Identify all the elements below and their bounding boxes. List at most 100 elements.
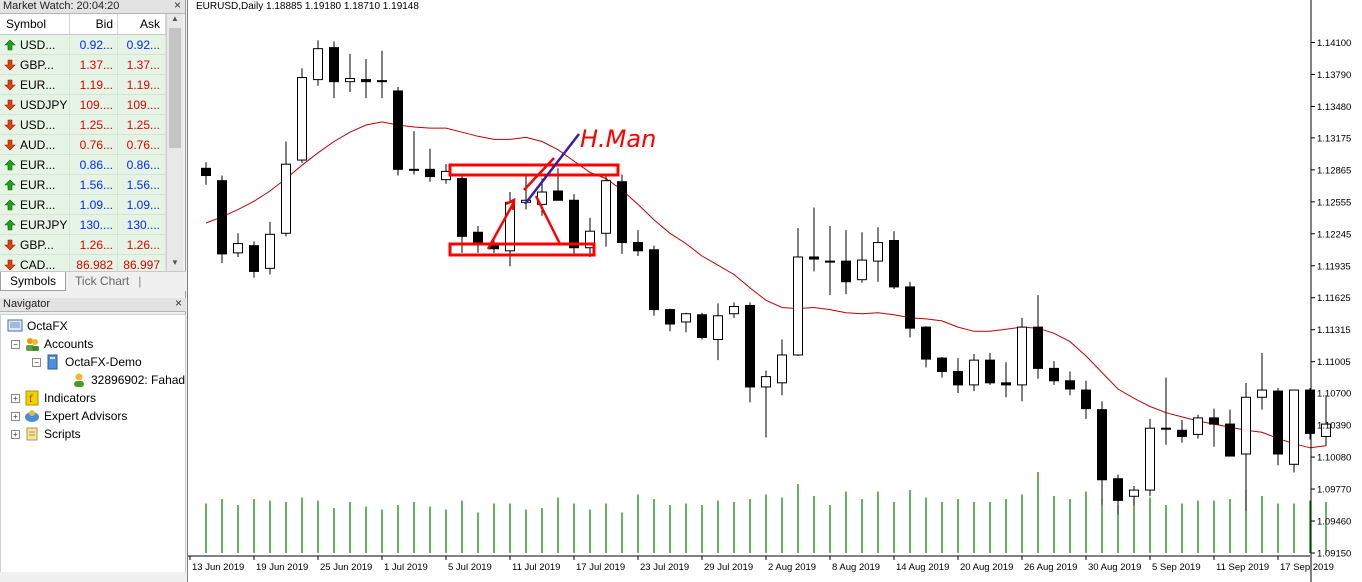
tree-item-account[interactable]: 32896902: Fahad	[71, 371, 185, 389]
candle	[745, 302, 755, 403]
collapse-icon[interactable]: −	[11, 339, 20, 349]
scroll-up-icon[interactable]: ▲	[171, 14, 179, 23]
market-watch-row[interactable]: GBP... 1.26... 1.26...	[0, 235, 166, 255]
arrow-up-icon	[4, 199, 16, 210]
market-watch-close-icon[interactable]: ×	[173, 0, 181, 12]
column-bid[interactable]: Bid	[70, 14, 118, 34]
bear-candle-body	[1273, 390, 1283, 455]
navigator-close-icon[interactable]: ×	[174, 296, 182, 310]
arrow-down-icon	[4, 259, 16, 270]
row-bid: 1.19...	[70, 75, 118, 94]
scroll-down-icon[interactable]: ▼	[171, 258, 179, 267]
expand-icon[interactable]: +	[11, 429, 20, 439]
candle	[969, 353, 979, 392]
tab-tick-chart[interactable]: Tick Chart	[75, 274, 130, 288]
candle	[425, 148, 435, 182]
market-watch-row[interactable]: CAD... 86.982 86.997	[0, 255, 166, 275]
bull-candle-body	[601, 180, 611, 234]
candle	[665, 308, 675, 332]
tree-item-scripts[interactable]: + Scripts	[11, 425, 81, 443]
price-tick-label: 1.12555	[1317, 197, 1351, 208]
price-tick-label: 1.11005	[1317, 357, 1351, 368]
symbol-label: EUR...	[20, 157, 56, 172]
price-tick-label: 1.12245	[1317, 229, 1351, 240]
expert-advisors-icon	[25, 410, 39, 422]
tree-item-expert-advisors[interactable]: + Expert Advisors	[11, 407, 127, 425]
bull-candle-body	[969, 359, 979, 386]
date-tick-label: 11 Sep 2019	[1216, 562, 1269, 573]
tree-label-experts: Expert Advisors	[44, 409, 128, 423]
candle	[937, 357, 947, 378]
candle	[1065, 371, 1075, 396]
bear-candle-body	[633, 242, 643, 252]
bull-candle-body	[1241, 396, 1251, 455]
price-tick-label: 1.13790	[1317, 70, 1351, 81]
row-bid: 1.56...	[70, 175, 118, 194]
bear-candle-body	[745, 304, 755, 388]
market-watch-row[interactable]: USD... 1.25... 1.25...	[0, 115, 166, 135]
candle	[1033, 295, 1043, 379]
market-watch-row[interactable]: EURJPY 130.... 130....	[0, 215, 166, 235]
price-tick-label: 1.13175	[1317, 133, 1351, 144]
expand-icon[interactable]: +	[11, 393, 20, 403]
row-symbol: AUD...	[0, 135, 70, 154]
chart-window[interactable]: H.Man 1.14100 1.13790 1.13480 1.13175 1.1286…	[187, 0, 1362, 582]
arrow-down-icon	[4, 79, 16, 90]
market-watch-table: Symbol Bid Ask USD... 0.92... 0.92... GBP..…	[0, 14, 166, 275]
candle	[1209, 408, 1219, 447]
candle	[1225, 409, 1235, 457]
tree-item-octafx-demo[interactable]: − OctaFX-Demo	[32, 353, 142, 371]
candle	[1161, 377, 1171, 445]
tree-item-accounts[interactable]: − Accounts	[11, 335, 93, 353]
market-watch-tabs: Symbols Tick Chart |	[0, 271, 186, 291]
row-symbol: EUR...	[0, 75, 70, 94]
terminal-icon	[7, 319, 23, 332]
price-tick-label: 1.13480	[1317, 102, 1351, 113]
date-tick-label: 5 Sep 2019	[1152, 562, 1201, 573]
bull-candle-body	[265, 233, 275, 269]
collapse-icon[interactable]: −	[32, 357, 41, 367]
candle	[761, 370, 771, 438]
bear-candle-body	[1305, 389, 1315, 434]
bull-candle-body	[1145, 427, 1155, 491]
market-watch-row[interactable]: EUR... 1.56... 1.56...	[0, 175, 166, 195]
bull-candle-body	[825, 260, 835, 263]
price-tick-label: 1.09460	[1317, 517, 1351, 528]
market-watch-row[interactable]: USDJPY 109.... 109....	[0, 95, 166, 115]
column-symbol[interactable]: Symbol	[0, 14, 70, 34]
market-watch-row[interactable]: EUR... 1.09... 1.09...	[0, 195, 166, 215]
row-symbol: GBP...	[0, 55, 70, 74]
price-tick-label: 1.10700	[1317, 389, 1351, 400]
bear-candle-body	[425, 168, 435, 178]
navigator-bottom-tabs	[0, 572, 186, 582]
candle	[1081, 380, 1091, 419]
market-watch-row[interactable]: EUR... 0.86... 0.86...	[0, 155, 166, 175]
market-watch-scrollbar[interactable]: ▲ ▼	[166, 14, 183, 271]
candle	[873, 227, 883, 282]
candle	[681, 312, 691, 333]
market-watch-row[interactable]: AUD... 0.76... 0.76...	[0, 135, 166, 155]
bull-candle-body	[1193, 417, 1203, 435]
row-symbol: USDJPY	[0, 95, 70, 114]
scroll-thumb[interactable]	[169, 28, 181, 148]
arrow-up-icon	[4, 159, 16, 170]
bull-candle-body	[1129, 489, 1139, 497]
column-ask[interactable]: Ask	[118, 14, 166, 34]
price-chart[interactable]: H.Man 1.14100 1.13790 1.13480 1.13175 1.1286…	[188, 0, 1362, 582]
accounts-icon	[26, 338, 39, 351]
market-watch-row[interactable]: EUR... 1.19... 1.19...	[0, 75, 166, 95]
row-bid: 0.76...	[70, 135, 118, 154]
market-watch-row[interactable]: USD... 0.92... 0.92...	[0, 35, 166, 55]
tree-item-octafx[interactable]: OctaFX	[7, 317, 68, 335]
bull-candle-body	[313, 48, 323, 81]
symbol-label: USD...	[20, 117, 56, 132]
market-watch-row[interactable]: GBP... 1.37... 1.37...	[0, 55, 166, 75]
tab-symbols[interactable]: Symbols	[0, 272, 67, 291]
expand-icon[interactable]: +	[11, 411, 20, 421]
market-watch-titlebar: Market Watch: 20:04:20 ×	[0, 0, 185, 14]
market-watch-header: Symbol Bid Ask	[0, 14, 166, 35]
tree-item-indicators[interactable]: + f Indicators	[11, 389, 96, 407]
candle	[1241, 382, 1251, 511]
volume-histogram	[205, 472, 1327, 553]
row-ask: 1.09...	[118, 195, 166, 214]
